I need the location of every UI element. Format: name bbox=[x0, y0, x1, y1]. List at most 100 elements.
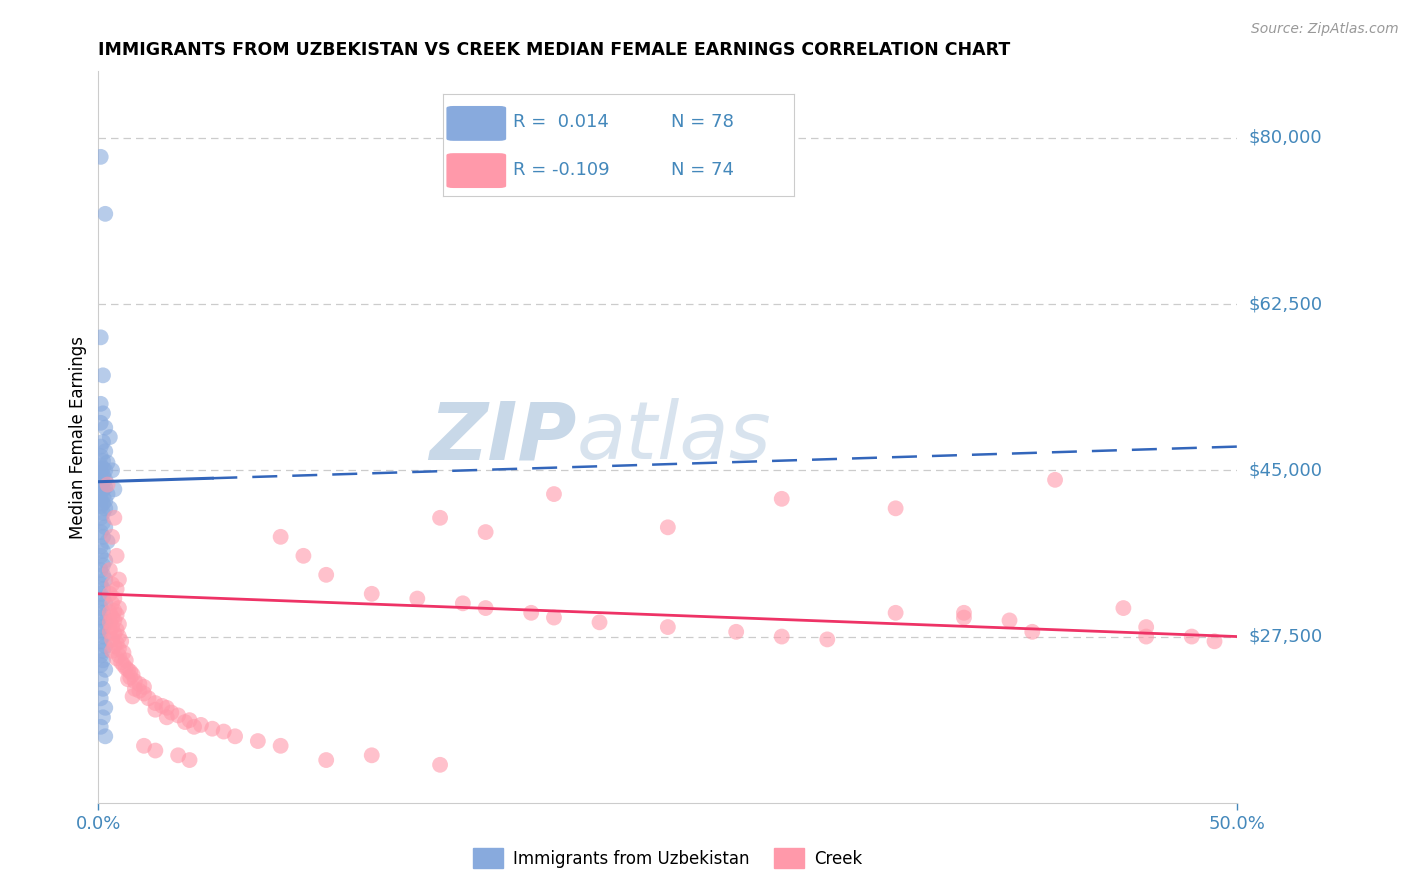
Point bbox=[429, 511, 451, 525]
Point bbox=[121, 690, 143, 704]
Point bbox=[94, 663, 117, 677]
Point bbox=[725, 624, 748, 639]
Point bbox=[167, 708, 190, 723]
Point bbox=[138, 691, 160, 706]
Point bbox=[101, 463, 124, 477]
Point bbox=[110, 655, 132, 669]
Point bbox=[108, 617, 131, 632]
Point bbox=[91, 681, 114, 696]
Point bbox=[224, 729, 246, 743]
Point bbox=[90, 471, 112, 485]
Point bbox=[90, 673, 112, 687]
Point bbox=[105, 636, 128, 650]
Point bbox=[94, 493, 117, 508]
Point bbox=[360, 748, 382, 763]
Point bbox=[315, 567, 337, 582]
Point bbox=[117, 663, 139, 677]
Point bbox=[91, 530, 114, 544]
Point bbox=[270, 739, 292, 753]
Point bbox=[543, 487, 565, 501]
Point bbox=[167, 748, 190, 763]
Point bbox=[91, 406, 114, 420]
Point bbox=[103, 639, 125, 653]
Point bbox=[94, 501, 117, 516]
Point bbox=[128, 677, 150, 691]
Point bbox=[657, 620, 679, 634]
Point bbox=[179, 753, 201, 767]
Point bbox=[90, 720, 112, 734]
Point bbox=[94, 473, 117, 487]
Point bbox=[94, 553, 117, 567]
Point bbox=[770, 630, 793, 644]
Point bbox=[98, 563, 121, 577]
Point bbox=[90, 477, 112, 491]
Point bbox=[94, 639, 117, 653]
Point bbox=[94, 573, 117, 587]
Text: IMMIGRANTS FROM UZBEKISTAN VS CREEK MEDIAN FEMALE EARNINGS CORRELATION CHART: IMMIGRANTS FROM UZBEKISTAN VS CREEK MEDI… bbox=[98, 41, 1011, 59]
Point bbox=[91, 454, 114, 468]
Point bbox=[360, 587, 382, 601]
Point bbox=[953, 606, 976, 620]
Point bbox=[94, 701, 117, 715]
Point bbox=[90, 524, 112, 539]
Text: $80,000: $80,000 bbox=[1249, 128, 1322, 147]
Point bbox=[156, 710, 179, 724]
Point bbox=[94, 420, 117, 434]
Point bbox=[108, 573, 131, 587]
Point bbox=[103, 483, 125, 497]
Point bbox=[98, 587, 121, 601]
Point bbox=[96, 477, 118, 491]
Point bbox=[103, 591, 125, 606]
Point bbox=[292, 549, 315, 563]
Point bbox=[124, 674, 146, 689]
Point bbox=[94, 596, 117, 610]
Point bbox=[98, 501, 121, 516]
Point bbox=[94, 520, 117, 534]
Point bbox=[1135, 630, 1157, 644]
Point bbox=[1112, 601, 1135, 615]
Text: $27,500: $27,500 bbox=[1249, 628, 1323, 646]
Y-axis label: Median Female Earnings: Median Female Earnings bbox=[69, 335, 87, 539]
Point bbox=[90, 658, 112, 673]
Point bbox=[270, 530, 292, 544]
Point bbox=[108, 641, 131, 656]
Point bbox=[91, 368, 114, 383]
Point bbox=[429, 757, 451, 772]
Text: Source: ZipAtlas.com: Source: ZipAtlas.com bbox=[1251, 22, 1399, 37]
Point bbox=[884, 501, 907, 516]
Point bbox=[90, 624, 112, 639]
Point bbox=[96, 456, 118, 470]
Point bbox=[183, 720, 205, 734]
Point bbox=[91, 710, 114, 724]
Point bbox=[520, 606, 543, 620]
Text: R = -0.109: R = -0.109 bbox=[513, 161, 610, 178]
Point bbox=[105, 549, 128, 563]
Point bbox=[174, 714, 197, 729]
Point bbox=[91, 653, 114, 667]
Point bbox=[91, 475, 114, 489]
Point bbox=[212, 724, 235, 739]
Point bbox=[1021, 624, 1043, 639]
Point bbox=[90, 500, 112, 514]
Point bbox=[91, 497, 114, 511]
Text: $62,500: $62,500 bbox=[1249, 295, 1323, 313]
Point bbox=[91, 434, 114, 449]
Point bbox=[91, 630, 114, 644]
Point bbox=[96, 534, 118, 549]
Point bbox=[474, 601, 496, 615]
Point bbox=[91, 567, 114, 582]
Text: N = 74: N = 74 bbox=[671, 161, 734, 178]
Point bbox=[91, 591, 114, 606]
Point bbox=[1135, 620, 1157, 634]
Point bbox=[94, 463, 117, 477]
Point bbox=[98, 624, 121, 639]
Point bbox=[94, 444, 117, 458]
Point bbox=[90, 549, 112, 563]
Point bbox=[112, 646, 135, 660]
Point bbox=[103, 614, 125, 628]
Point bbox=[90, 397, 112, 411]
Point bbox=[201, 722, 224, 736]
Point bbox=[160, 706, 183, 720]
Point bbox=[90, 440, 112, 454]
Point bbox=[145, 743, 167, 757]
